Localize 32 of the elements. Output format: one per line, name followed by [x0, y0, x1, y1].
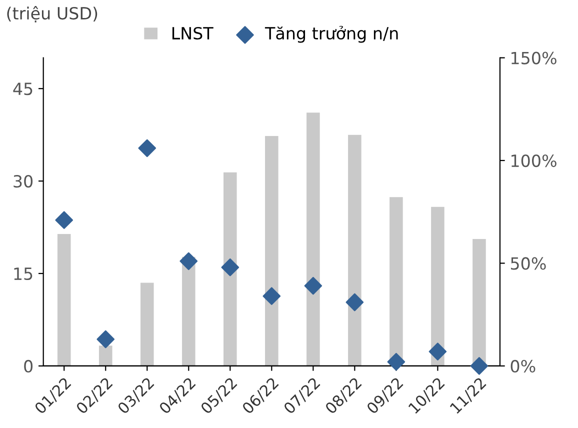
point [470, 357, 488, 375]
point [304, 276, 322, 295]
bar [224, 172, 237, 366]
y-tick-label: 0 [24, 360, 33, 373]
legend-label: LNST [172, 26, 214, 40]
bar [57, 234, 71, 366]
y2-tick-label: 100% [512, 154, 556, 168]
bar [431, 206, 444, 366]
legend-label: Tăng trưởng n/n [264, 26, 398, 43]
bar [182, 256, 196, 366]
point [221, 258, 240, 276]
point [428, 342, 447, 360]
y2-tick-label: 150% [512, 52, 556, 64]
point [138, 139, 156, 158]
point [262, 287, 281, 305]
y-tick-label: 45 [13, 82, 32, 96]
y-tick-label: 15 [14, 268, 32, 280]
point [96, 330, 115, 348]
bar [98, 346, 112, 366]
text: (triệu USD) [7, 6, 98, 22]
point [55, 211, 74, 229]
y2-tick-label: 0% [510, 360, 536, 373]
bar [306, 112, 320, 366]
y-tick-label: 30 [14, 175, 33, 188]
y2-tick-label: 50% [510, 257, 546, 270]
bar [390, 197, 403, 366]
point [387, 352, 406, 371]
bar [265, 136, 278, 366]
bar [348, 134, 362, 366]
point [346, 293, 364, 312]
point [180, 252, 198, 270]
bar [140, 282, 154, 366]
